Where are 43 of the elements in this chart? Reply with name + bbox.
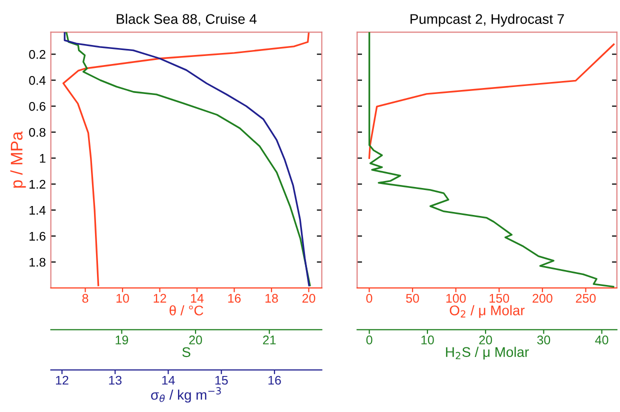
x2-tick-label: 10	[421, 336, 434, 344]
x-tick-label: 150	[490, 294, 510, 303]
x-axis-title: σ$_{θ}$ / kg m$^{−3}$	[151, 387, 221, 403]
y-tick-label: 0.6	[29, 102, 46, 111]
x2-tick-label: 0	[366, 336, 372, 344]
x-tick-label: 12	[56, 376, 68, 385]
y-tick-label: 1.4	[30, 206, 46, 215]
y-tick-label: 1.2	[30, 180, 46, 189]
x-tick-label: 14	[191, 294, 204, 303]
x-tick-label: 20	[302, 294, 316, 303]
x-tick-label: 14	[162, 376, 175, 385]
x-tick-label: 15	[215, 376, 228, 385]
x2-tick-label: 30	[537, 336, 550, 344]
x2-tick-label: 19	[116, 336, 128, 344]
x-tick-label: 100	[446, 294, 466, 303]
y-tick-label: 0.2	[29, 50, 46, 59]
chart-title: Pumpcast 2, Hydrocast 7	[410, 14, 564, 27]
x-tick-label: 200	[532, 294, 552, 303]
x-tick-label: 0	[366, 294, 372, 303]
x-tick-label: 13	[109, 376, 122, 385]
y-tick-label: 0.4	[29, 76, 46, 85]
y-tick-label: 0.8	[29, 128, 46, 137]
x2-tick-label: 20	[189, 336, 202, 344]
chart-title: Black Sea 88, Cruise 4	[116, 14, 257, 26]
x2-tick-label: 40	[595, 336, 608, 344]
x-tick-label: 250	[576, 294, 596, 303]
y-axis-title: p / MPa	[10, 131, 26, 188]
x-tick-label: 18	[266, 294, 278, 303]
x-tick-label: 50	[406, 294, 420, 303]
y-tick-label: 1	[40, 154, 46, 163]
x-tick-label: 16	[268, 376, 281, 385]
x-tick-label: 12	[154, 294, 166, 303]
x-axis-title: O$_{2}$ / μ Molar	[450, 305, 525, 318]
x2-axis-title: H$_{2}$S / μ Molar	[446, 346, 529, 360]
x-tick-label: 16	[228, 294, 241, 303]
y-tick-label: 1.6	[30, 232, 46, 241]
x2-tick-label: 20	[479, 336, 492, 344]
x2-axis-title: S	[182, 347, 190, 358]
x2-tick-label: 21	[263, 336, 276, 344]
y-tick-label: 1.8	[30, 258, 46, 267]
x-tick-label: 10	[116, 294, 129, 303]
x-tick-label: 8	[82, 294, 88, 303]
x-axis-title: θ / °C	[170, 305, 204, 316]
